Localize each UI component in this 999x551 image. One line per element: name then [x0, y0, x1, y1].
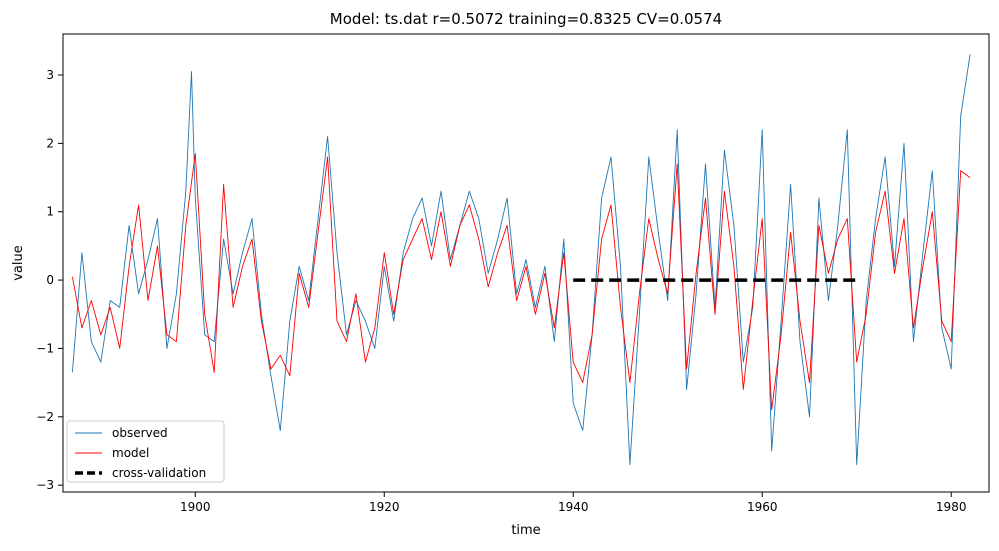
x-axis-ticks: 1900 1920 1940 1960 1980: [180, 492, 966, 514]
x-tick-label: 1920: [369, 500, 400, 514]
y-tick-label: −2: [36, 410, 54, 424]
y-tick-label: 2: [46, 136, 54, 150]
y-tick-label: 3: [46, 68, 54, 82]
plot-frame: [62, 33, 990, 493]
legend-label-cross-validation: cross-validation: [112, 466, 206, 480]
y-tick-label: 1: [46, 205, 54, 219]
y-tick-label: −1: [36, 341, 54, 355]
x-tick-label: 1980: [936, 500, 967, 514]
y-tick-label: 0: [46, 273, 54, 287]
x-axis-label: time: [511, 523, 540, 538]
series-line-model: [71, 153, 971, 411]
x-tick-label: 1900: [180, 500, 211, 514]
series-layer: [71, 54, 971, 466]
y-axis-ticks: −3 −2 −1 0 1 2 3: [36, 68, 63, 492]
x-tick-label: 1960: [747, 500, 778, 514]
x-tick-label: 1940: [558, 500, 589, 514]
y-axis-label: value: [11, 245, 26, 281]
y-tick-label: −3: [36, 478, 54, 492]
series-line-observed: [71, 54, 971, 466]
legend-label-observed: observed: [112, 426, 168, 440]
legend-label-model: model: [112, 446, 149, 460]
legend: observed model cross-validation: [66, 420, 225, 483]
chart-title: Model: ts.dat r=0.5072 training=0.8325 C…: [330, 10, 722, 28]
legend-box: [66, 420, 225, 483]
